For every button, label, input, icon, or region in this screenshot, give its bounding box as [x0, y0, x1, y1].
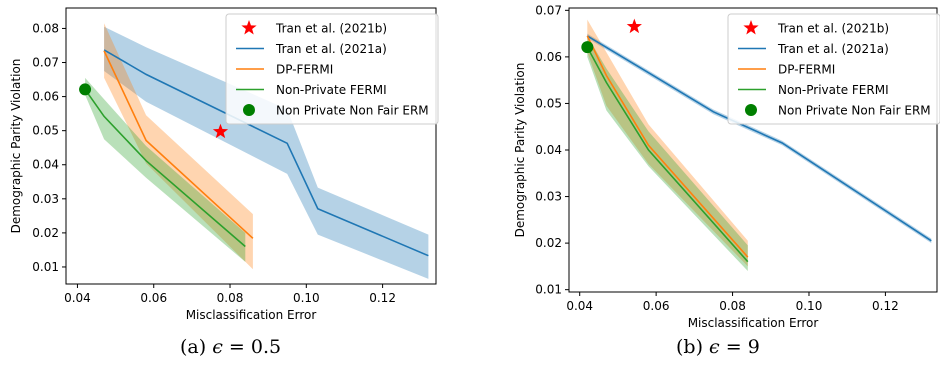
chart-a-star-point-0 — [212, 123, 229, 139]
caption-b-label: (b) — [676, 336, 703, 358]
chart-b-xtick-label-4: 0.12 — [872, 299, 899, 313]
chart-b-ytick-label-4: 0.05 — [535, 96, 562, 110]
chart-b: 0.04 0.06 0.08 0.10 0.12 0.01 0.02 0.03 0.04 0.05… — [513, 3, 940, 330]
chart-a-legend-label-0: Tran et al. (2021b) — [275, 22, 387, 36]
caption-b-value: 9 — [747, 336, 760, 358]
chart-b-star-point-0 — [626, 18, 642, 34]
chart-a-legend-label-2: DP-FERMI — [276, 63, 333, 77]
chart-a-band-series-1 — [104, 26, 429, 279]
chart-a-band-series-2 — [104, 23, 253, 270]
chart-b-legend: Tran et al. (2021b) Tran et al. (2021a) DP… — [727, 13, 940, 125]
chart-a-legend-label-4: Non Private Non Fair ERM — [276, 104, 429, 118]
chart-b-ytick-label-6: 0.07 — [535, 3, 562, 17]
chart-b-legend-star-handle — [743, 20, 759, 35]
chart-a-legend-box — [225, 13, 439, 125]
chart-b-ylabel: Demographic Parity Violation — [513, 63, 527, 238]
caption-a-param: ϵ — [212, 336, 223, 358]
chart-a-xtick-label-4: 0.12 — [369, 291, 396, 305]
chart-b-xlabel: Misclassification Error — [688, 316, 819, 330]
chart-a: 0.04 0.06 0.08 0.10 0.12 0.01 0.02 0.03 0.04 0.05… — [9, 7, 439, 322]
chart-a-band-series-3 — [85, 77, 246, 262]
chart-a-line-series-2 — [103, 50, 254, 239]
chart-a-ylabel: Demographic Parity Violation — [9, 59, 23, 234]
chart-b-legend-label-4: Non Private Non Fair ERM — [778, 104, 931, 118]
chart-b-legend-label-0: Tran et al. (2021b) — [777, 22, 889, 36]
caption-b-relation: = — [725, 336, 742, 358]
chart-b-xtick-label-1: 0.06 — [643, 299, 670, 313]
figure: 0.04 0.06 0.08 0.10 0.12 0.01 0.02 0.03 0.04 0.05… — [9, 3, 940, 330]
chart-a-legend-star-handle — [241, 20, 257, 35]
caption-a-label: (a) — [180, 336, 207, 358]
chart-b-ytick-label-2: 0.03 — [535, 190, 562, 204]
chart-a-ytick-label-0: 0.01 — [32, 260, 59, 274]
chart-a-ytick-label-2: 0.03 — [32, 192, 59, 206]
chart-a-legend-label-3: Non-Private FERMI — [276, 83, 387, 97]
chart-a-legend-label-1: Tran et al. (2021a) — [275, 42, 387, 56]
chart-b-band-series-2 — [587, 19, 748, 267]
chart-b-line-series-3 — [586, 46, 749, 263]
chart-b-ytick-label-5: 0.06 — [535, 50, 562, 64]
chart-b-ytick-label-3: 0.04 — [535, 143, 562, 157]
chart-b-ytick-label-0: 0.01 — [535, 283, 562, 297]
chart-b-line-series-1 — [586, 35, 932, 242]
chart-a-ytick-label-3: 0.04 — [32, 158, 59, 172]
chart-a-xtick-label-1: 0.06 — [140, 291, 167, 305]
chart-b-xtick-label-3: 0.10 — [796, 299, 823, 313]
chart-b-legend-label-3: Non-Private FERMI — [778, 83, 889, 97]
caption-a-value: 0.5 — [250, 336, 282, 358]
chart-a-ytick-label-1: 0.02 — [32, 226, 59, 240]
chart-a-legend: Tran et al. (2021b) Tran et al. (2021a) DP… — [225, 13, 439, 125]
chart-b-band-series-1 — [587, 33, 932, 244]
chart-a-legend-dot-handle — [243, 104, 255, 116]
chart-b-legend-label-2: DP-FERMI — [778, 63, 835, 77]
chart-a-axes-frame — [65, 7, 437, 285]
chart-b-ytick-label-1: 0.02 — [535, 236, 562, 250]
chart-b-xtick-label-0: 0.04 — [566, 299, 593, 313]
chart-a-dot-point-0 — [79, 83, 92, 96]
caption-a: (a) ϵ = 0.5 — [180, 336, 281, 358]
chart-a-xtick-label-2: 0.08 — [217, 291, 244, 305]
caption-b-param: ϵ — [709, 336, 720, 358]
chart-a-line-series-3 — [84, 88, 246, 248]
chart-b-line-series-2 — [586, 35, 749, 258]
chart-b-legend-box — [727, 13, 940, 125]
chart-a-ytick-label-7: 0.08 — [32, 21, 59, 35]
chart-b-dot-point-0 — [581, 41, 594, 54]
chart-a-xlabel: Misclassification Error — [186, 308, 317, 322]
chart-a-line-series-1 — [103, 49, 429, 257]
caption-a-relation: = — [228, 336, 245, 358]
chart-b-legend-label-1: Tran et al. (2021a) — [777, 42, 889, 56]
chart-a-xtick-label-3: 0.10 — [293, 291, 320, 305]
chart-b-xtick-label-2: 0.08 — [719, 299, 746, 313]
chart-a-xtick-label-0: 0.04 — [64, 291, 91, 305]
caption-b: (b) ϵ = 9 — [676, 336, 760, 358]
chart-b-legend-dot-handle — [745, 104, 757, 116]
chart-a-ytick-label-4: 0.05 — [32, 124, 59, 138]
chart-a-ytick-label-5: 0.06 — [32, 90, 59, 104]
chart-a-ytick-label-6: 0.07 — [32, 56, 59, 70]
